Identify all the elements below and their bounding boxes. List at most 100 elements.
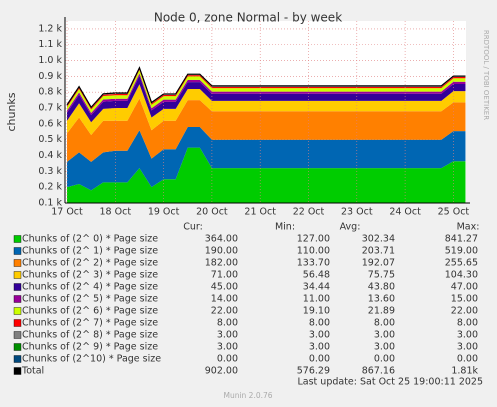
- stat-value: 22.00: [451, 306, 478, 317]
- legend-swatch: [13, 283, 22, 291]
- stat-value: 3.00: [309, 330, 330, 341]
- x-tick-label: 19 Oct: [148, 207, 180, 218]
- stat-value: 8.00: [309, 318, 330, 329]
- x-tick-label: 24 Oct: [389, 207, 421, 218]
- stat-value: 203.71: [362, 246, 395, 257]
- stat-value: 43.80: [368, 282, 395, 293]
- area: [67, 127, 466, 191]
- stat-value: 0.00: [374, 354, 395, 365]
- area: [67, 147, 466, 203]
- y-tick-label: 0.9 k: [38, 71, 62, 82]
- y-tick-label: 1.1 k: [38, 39, 62, 50]
- y-tick-label: 0.3 k: [38, 166, 62, 177]
- legend-label: Chunks of (2^ 3) * Page size: [22, 270, 158, 281]
- last-update: Last update: Sat Oct 25 19:00:11 2025: [297, 377, 483, 388]
- y-tick-label: 0.2 k: [38, 182, 62, 193]
- stat-value: 3.00: [374, 342, 395, 353]
- stat-value: 576.29: [297, 366, 330, 377]
- stat-value: 34.44: [303, 282, 330, 293]
- stat-value: 15.00: [451, 294, 478, 305]
- stat-header: Avg:: [340, 222, 361, 233]
- stat-value: 133.70: [297, 258, 330, 269]
- stat-value: 45.00: [211, 282, 238, 293]
- legend-label: Total: [21, 366, 44, 377]
- stat-header: Max:: [457, 222, 480, 233]
- legend-label: Chunks of (2^ 4) * Page size: [22, 282, 158, 293]
- x-tick-label: 21 Oct: [244, 207, 276, 218]
- legend-label: Chunks of (2^ 9) * Page size: [22, 342, 158, 353]
- legend-swatch: [13, 235, 22, 243]
- legend-label: Chunks of (2^ 8) * Page size: [22, 330, 158, 341]
- stat-value: 8.00: [374, 318, 395, 329]
- stat-value: 3.00: [217, 342, 238, 353]
- area: [67, 84, 466, 135]
- y-tick-label: 0.6 k: [38, 118, 62, 129]
- stat-value: 14.00: [211, 294, 238, 305]
- stat-value: 75.75: [368, 270, 395, 281]
- legend-swatch: [13, 355, 22, 363]
- x-tick-label: 22 Oct: [293, 207, 325, 218]
- stat-value: 255.65: [445, 258, 478, 269]
- legend-swatch: [13, 259, 22, 267]
- stat-value: 0.00: [457, 354, 478, 365]
- legend-label: Chunks of (2^ 0) * Page size: [22, 234, 158, 245]
- stat-value: 302.34: [362, 234, 395, 245]
- stat-value: 56.48: [303, 270, 330, 281]
- stat-value: 867.16: [362, 366, 395, 377]
- stat-value: 127.00: [297, 234, 330, 245]
- stat-value: 19.10: [303, 306, 330, 317]
- stat-value: 190.00: [205, 246, 238, 257]
- x-tick-label: 23 Oct: [341, 207, 373, 218]
- stat-value: 182.00: [205, 258, 238, 269]
- stat-value: 364.00: [205, 234, 238, 245]
- area: [67, 98, 466, 162]
- y-tick-label: 1.0 k: [38, 55, 62, 66]
- x-tick-label: 17 Oct: [51, 207, 83, 218]
- legend-swatch: [13, 271, 22, 279]
- stat-value: 841.27: [445, 234, 478, 245]
- x-tick-label: 25 Oct: [438, 207, 470, 218]
- legend-swatch: [13, 307, 22, 315]
- legend-swatch: [13, 367, 22, 375]
- y-tick-label: 0.1 k: [38, 198, 62, 209]
- y-tick-label: 0.7 k: [38, 103, 62, 114]
- stat-value: 192.07: [362, 258, 395, 269]
- stat-value: 0.00: [309, 354, 330, 365]
- stat-value: 22.00: [211, 306, 238, 317]
- stat-value: 21.89: [368, 306, 395, 317]
- stat-value: 3.00: [217, 330, 238, 341]
- stat-header: Min:: [275, 222, 295, 233]
- x-tick-label: 20 Oct: [196, 207, 228, 218]
- stat-value: 13.60: [368, 294, 395, 305]
- stat-value: 110.00: [297, 246, 330, 257]
- legend-label: Chunks of (2^ 1) * Page size: [22, 246, 158, 257]
- side-note: RRDTOOL / TOBI OETIKER: [482, 30, 490, 120]
- legend-label: Chunks of (2^10) * Page size: [22, 354, 161, 365]
- legend-label: Chunks of (2^ 5) * Page size: [22, 294, 158, 305]
- total-line: [66, 66, 466, 109]
- y-axis-label: chunks: [5, 92, 18, 131]
- stat-value: 3.00: [309, 342, 330, 353]
- stat-value: 8.00: [457, 318, 478, 329]
- legend-label: Chunks of (2^ 7) * Page size: [22, 318, 158, 329]
- y-tick-label: 1.2 k: [38, 23, 62, 34]
- y-tick-label: 0.4 k: [38, 150, 62, 161]
- y-tick-label: 0.5 k: [38, 134, 62, 145]
- area: [67, 69, 466, 113]
- stat-value: 71.00: [211, 270, 238, 281]
- stat-value: 0.00: [217, 354, 238, 365]
- stat-value: 1.81k: [451, 366, 478, 377]
- y-tick-label: 0.8 k: [38, 87, 62, 98]
- x-tick-label: 18 Oct: [100, 207, 132, 218]
- legend-swatch: [13, 319, 22, 327]
- chart-title: Node 0, zone Normal - by week: [154, 11, 342, 25]
- stat-value: 3.00: [457, 330, 478, 341]
- stat-value: 104.30: [445, 270, 478, 281]
- stat-value: 11.00: [303, 294, 330, 305]
- stat-value: 8.00: [217, 318, 238, 329]
- stat-value: 3.00: [457, 342, 478, 353]
- stat-value: 519.00: [445, 246, 478, 257]
- legend-swatch: [13, 331, 22, 339]
- legend-swatch: [13, 295, 22, 303]
